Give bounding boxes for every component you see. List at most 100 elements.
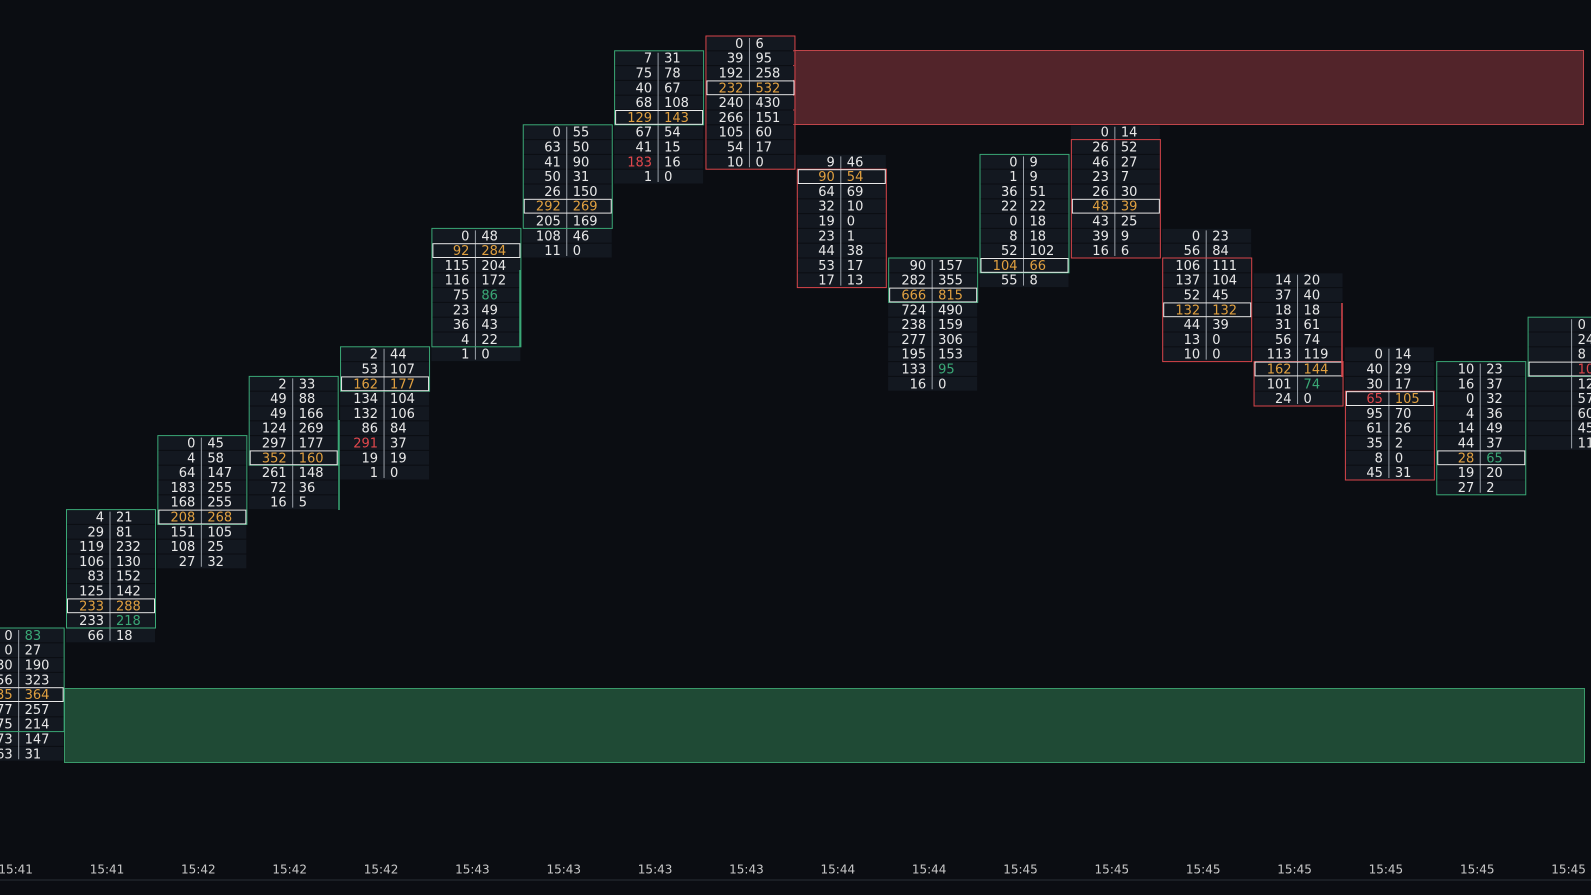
bid-volume: 14 <box>1275 274 1292 289</box>
ask-volume: 31 <box>25 747 42 762</box>
ask-volume: 61 <box>1304 318 1321 333</box>
bid-volume: 95 <box>1366 407 1383 422</box>
bid-volume: 132 <box>353 407 378 422</box>
ask-volume: 151 <box>755 111 780 126</box>
bid-volume: 106 <box>1175 259 1200 274</box>
ask-volume: 95 <box>755 52 772 67</box>
ask-volume: 0 <box>481 348 489 363</box>
bid-volume: 240 <box>719 96 744 111</box>
row-bg <box>1527 362 1591 376</box>
ask-volume: 52 <box>1121 141 1138 156</box>
bid-volume: 27 <box>179 555 196 570</box>
bid-volume: 208 <box>171 511 196 526</box>
bid-volume: 0 <box>735 37 743 52</box>
bid-volume: 61 <box>1366 422 1383 437</box>
ask-volume: 284 <box>481 244 506 259</box>
bid-volume: 134 <box>353 392 378 407</box>
poc-box <box>1345 391 1434 407</box>
ask-volume: 46 <box>847 155 864 170</box>
row-bg <box>1527 436 1591 450</box>
ask-volume: 14 <box>1121 126 1138 141</box>
bid-volume: 46 <box>1092 155 1109 170</box>
bid-volume: 124 <box>262 422 287 437</box>
row-bg <box>0 732 64 746</box>
ask-volume: 323 <box>25 673 50 688</box>
bid-volume: 90 <box>910 259 927 274</box>
ask-volume: 0 <box>1212 348 1220 363</box>
bid-volume: 44 <box>1184 318 1201 333</box>
ask-volume: 142 <box>116 585 141 600</box>
bid-volume: 168 <box>171 496 196 511</box>
bid-volume: 104 <box>993 259 1018 274</box>
ask-volume: 0 <box>755 155 763 170</box>
row-bg <box>0 702 64 717</box>
poc-box <box>706 80 795 96</box>
bid-volume: 19 <box>1458 466 1475 481</box>
ask-volume: 30 <box>1121 185 1138 200</box>
bid-volume: 8 <box>1375 451 1383 466</box>
ask-volume: 0 <box>664 170 672 185</box>
ask-volume: 107 <box>1578 363 1591 378</box>
row-bg <box>0 628 64 643</box>
bid-volume: 108 <box>171 540 196 555</box>
bid-volume: 11 <box>544 244 561 259</box>
ask-volume: 159 <box>938 318 963 333</box>
ask-volume: 2 <box>1486 481 1494 496</box>
ask-volume: 143 <box>664 111 689 126</box>
bid-volume: 119 <box>79 540 104 555</box>
bid-volume: 352 <box>262 451 287 466</box>
bid-volume: 13 <box>1184 333 1201 348</box>
bid-volume: 19 <box>362 451 379 466</box>
bid-volume: 238 <box>901 318 926 333</box>
poc-box <box>1163 302 1252 318</box>
bid-volume: 183 <box>171 481 196 496</box>
bid-volume: 4 <box>187 451 195 466</box>
ask-volume: 17 <box>1395 377 1412 392</box>
ask-volume: 66 <box>1030 259 1047 274</box>
bid-volume: 56 <box>1275 333 1292 348</box>
bid-volume: 108 <box>536 229 561 244</box>
bid-volume: 297 <box>262 437 287 452</box>
poc-box <box>0 687 64 703</box>
ask-volume: 9 <box>1030 155 1038 170</box>
ask-volume: 5 <box>299 496 307 511</box>
bid-volume: 35 <box>1366 437 1383 452</box>
ask-volume: 152 <box>116 570 141 585</box>
bid-volume: 52 <box>1184 289 1201 304</box>
row-bg <box>1527 391 1591 406</box>
ask-volume: 119 <box>1304 348 1329 363</box>
ask-volume: 90 <box>573 155 590 170</box>
ask-volume: 95 <box>938 363 955 378</box>
bid-volume: 0 <box>1466 392 1474 407</box>
bid-volume: 73 <box>0 733 13 748</box>
bid-volume: 8 <box>1009 229 1017 244</box>
bid-volume: 666 <box>901 289 926 304</box>
bid-volume: 65 <box>1366 392 1383 407</box>
ask-volume: 57 <box>1578 392 1591 407</box>
column-box <box>1527 316 1591 377</box>
bid-volume: 16 <box>270 496 287 511</box>
bid-volume: 183 <box>627 155 652 170</box>
bid-volume: 205 <box>536 215 561 230</box>
ask-volume: 166 <box>299 407 324 422</box>
row-bg <box>1527 421 1591 436</box>
bid-volume: 7 <box>644 52 652 67</box>
bid-volume: 261 <box>262 466 287 481</box>
bid-volume: 45 <box>1366 466 1383 481</box>
bid-volume: 64 <box>179 466 196 481</box>
bid-volume: 0 <box>4 629 12 644</box>
poc-box <box>1071 198 1160 214</box>
ask-volume: 27 <box>25 644 42 659</box>
ask-volume: 106 <box>390 407 415 422</box>
bid-volume: 2 <box>370 348 378 363</box>
bid-volume: 0 <box>461 229 469 244</box>
poc-box <box>523 198 612 214</box>
ask-volume: 36 <box>299 481 316 496</box>
bid-volume: 63 <box>544 141 561 156</box>
bid-volume: 50 <box>544 170 561 185</box>
ask-volume: 532 <box>755 81 780 96</box>
bid-volume: 26 <box>544 185 561 200</box>
ask-volume: 18 <box>1030 229 1047 244</box>
ask-volume: 25 <box>207 540 224 555</box>
ask-volume: 17 <box>755 141 772 156</box>
